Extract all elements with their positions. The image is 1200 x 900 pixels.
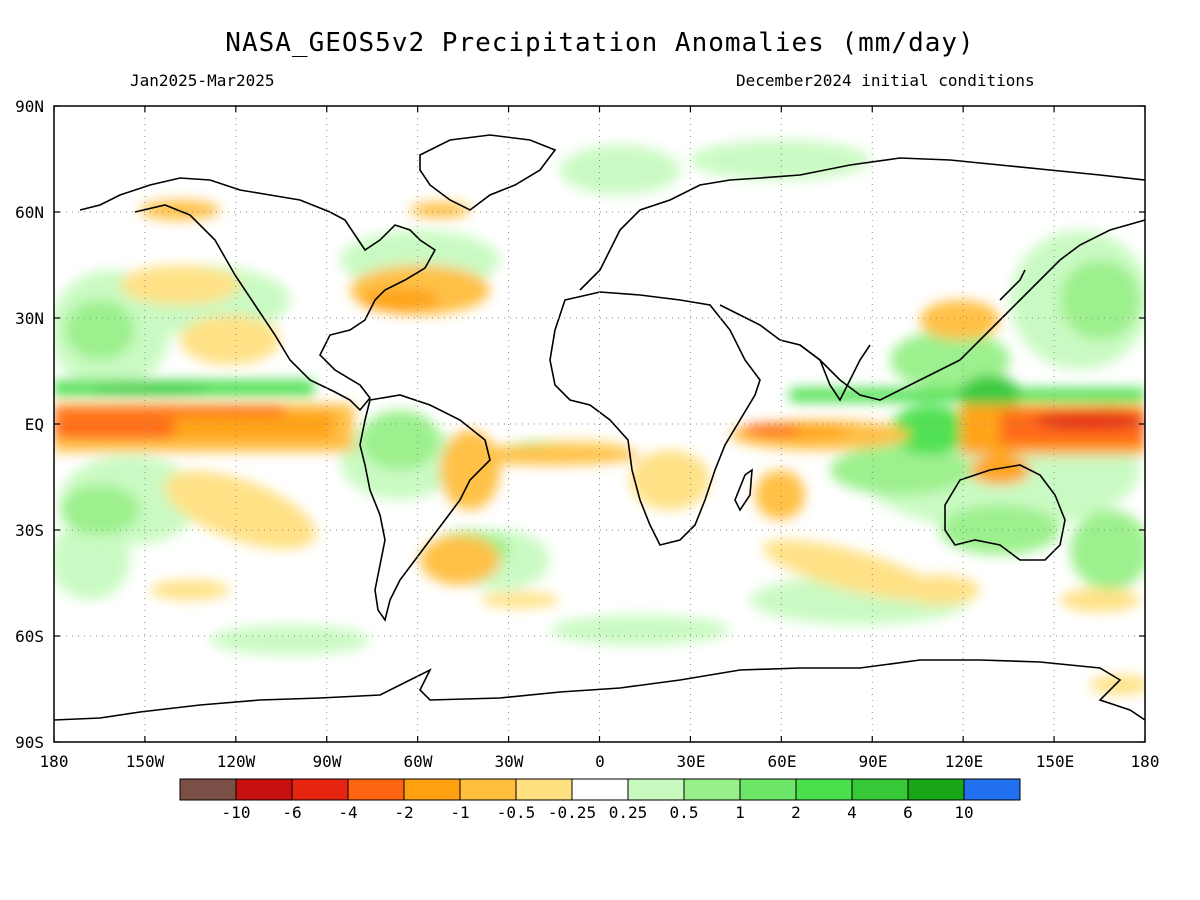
colorbar-swatch — [515, 778, 573, 801]
colorbar-swatch — [235, 778, 293, 801]
colorbar-label: -0.5 — [497, 803, 536, 822]
lat-label: 30S — [15, 521, 44, 540]
colorbar-label: -10 — [222, 803, 251, 822]
colorbar-swatch — [179, 778, 237, 801]
colorbar-label: 4 — [847, 803, 857, 822]
lat-label: 30N — [15, 309, 44, 328]
colorbar-swatch — [347, 778, 405, 801]
initial-conditions-label: December2024 initial conditions — [736, 71, 1035, 90]
lon-label: 60E — [768, 752, 797, 771]
colorbar-label: -6 — [282, 803, 301, 822]
colorbar-swatch — [627, 778, 685, 801]
colorbar-swatch — [459, 778, 517, 801]
colorbar-label: 0.25 — [609, 803, 648, 822]
colorbar-label: -2 — [394, 803, 413, 822]
colorbar-label: 6 — [903, 803, 913, 822]
colorbar-swatch — [963, 778, 1021, 801]
lon-label: 0 — [595, 752, 605, 771]
map-title: NASA_GEOS5v2 Precipitation Anomalies (mm… — [225, 28, 975, 58]
colorbar-label: -0.25 — [548, 803, 596, 822]
lon-label: 180 — [1131, 752, 1160, 771]
lon-label: 150E — [1036, 752, 1075, 771]
valid-period-label: Jan2025-Mar2025 — [130, 71, 275, 90]
colorbar-swatch — [683, 778, 741, 801]
lon-label: 150W — [126, 752, 165, 771]
lon-label: 30E — [677, 752, 706, 771]
colorbar — [179, 778, 1021, 801]
colorbar-label: 10 — [954, 803, 973, 822]
colorbar-swatch — [403, 778, 461, 801]
lon-label: 120E — [945, 752, 984, 771]
colorbar-label: 1 — [735, 803, 745, 822]
lon-label: 90E — [859, 752, 888, 771]
colorbar-swatch — [795, 778, 853, 801]
colorbar-label: 0.5 — [670, 803, 699, 822]
longitude-axis: 180 150W 120W 90W 60W 30W 0 30E 60E 90E … — [40, 752, 1160, 771]
lon-label: 180 — [40, 752, 69, 771]
colorbar-swatch — [739, 778, 797, 801]
colorbar-labels: -10 -6 -4 -2 -1 -0.5 -0.25 0.25 0.5 1 2 4 6 10 — [222, 803, 974, 822]
grid-lines — [54, 106, 1145, 742]
lat-label: EQ — [25, 415, 44, 434]
colorbar-label: -1 — [450, 803, 469, 822]
colorbar-swatch — [851, 778, 909, 801]
lat-label: 90S — [15, 733, 44, 752]
lon-label: 30W — [495, 752, 524, 771]
coastlines — [54, 134, 1145, 721]
colorbar-label: -4 — [338, 803, 357, 822]
colorbar-label: 2 — [791, 803, 801, 822]
colorbar-swatch — [907, 778, 965, 801]
colorbar-swatch — [291, 778, 349, 801]
colorbar-swatch — [571, 778, 629, 801]
lon-label: 120W — [217, 752, 256, 771]
lat-label: 60S — [15, 627, 44, 646]
lat-label: 60N — [15, 203, 44, 222]
lon-label: 60W — [404, 752, 433, 771]
tick-marks — [53, 105, 1146, 743]
lon-label: 90W — [313, 752, 342, 771]
lat-label: 90N — [15, 97, 44, 116]
latitude-axis: 90N 60N 30N EQ 30S 60S 90S — [15, 97, 44, 752]
